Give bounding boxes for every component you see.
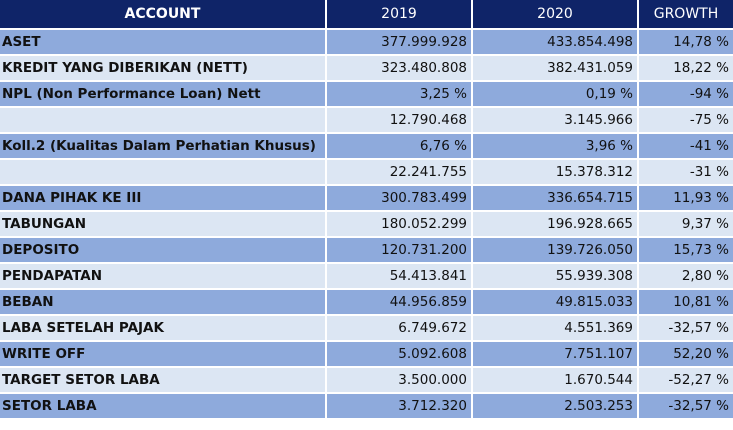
account-cell: Koll.2 (Kualitas Dalam Perhatian Khusus) [0,134,327,160]
table-row: DANA PIHAK KE III 300.783.499 336.654.715 1… [0,186,733,212]
value-2019-cell: 22.241.755 [327,160,473,186]
account-cell: LABA SETELAH PAJAK [0,316,327,342]
value-2020-cell: 1.670.544 [473,368,639,394]
table-row: PENDAPATAN 54.413.841 55.939.308 2,80 % [0,264,733,290]
account-cell: PENDAPATAN [0,264,327,290]
value-2019-cell: 3,25 % [327,82,473,108]
value-2019-cell: 377.999.928 [327,30,473,56]
header-growth: GROWTH [639,0,733,30]
growth-cell: -75 % [639,108,733,134]
value-2020-cell: 49.815.033 [473,290,639,316]
value-2020-cell: 7.751.107 [473,342,639,368]
value-2020-cell: 3,96 % [473,134,639,160]
account-cell [0,108,327,134]
value-2019-cell: 3.712.320 [327,394,473,420]
value-2020-cell: 3.145.966 [473,108,639,134]
growth-cell: -52,27 % [639,368,733,394]
table-row: 12.790.468 3.145.966 -75 % [0,108,733,134]
table-row: KREDIT YANG DIBERIKAN (NETT) 323.480.808 3… [0,56,733,82]
value-2019-cell: 3.500.000 [327,368,473,394]
value-2020-cell: 55.939.308 [473,264,639,290]
value-2020-cell: 0,19 % [473,82,639,108]
value-2019-cell: 323.480.808 [327,56,473,82]
value-2019-cell: 54.413.841 [327,264,473,290]
account-cell: WRITE OFF [0,342,327,368]
value-2019-cell: 120.731.200 [327,238,473,264]
account-cell: NPL (Non Performance Loan) Nett [0,82,327,108]
value-2020-cell: 433.854.498 [473,30,639,56]
table-row: TABUNGAN 180.052.299 196.928.665 9,37 % [0,212,733,238]
table-row: DEPOSITO 120.731.200 139.726.050 15,73 % [0,238,733,264]
account-cell [0,160,327,186]
growth-cell: 52,20 % [639,342,733,368]
growth-cell: 10,81 % [639,290,733,316]
table-row: SETOR LABA 3.712.320 2.503.253 -32,57 % [0,394,733,420]
account-cell: SETOR LABA [0,394,327,420]
table-row: ASET 377.999.928 433.854.498 14,78 % [0,30,733,56]
value-2020-cell: 139.726.050 [473,238,639,264]
value-2020-cell: 196.928.665 [473,212,639,238]
table-row: WRITE OFF 5.092.608 7.751.107 52,20 % [0,342,733,368]
growth-cell: 11,93 % [639,186,733,212]
growth-cell: 14,78 % [639,30,733,56]
value-2019-cell: 12.790.468 [327,108,473,134]
growth-cell: 9,37 % [639,212,733,238]
growth-cell: -41 % [639,134,733,160]
account-cell: DEPOSITO [0,238,327,264]
header-row: ACCOUNT 2019 2020 GROWTH [0,0,733,30]
account-cell: BEBAN [0,290,327,316]
growth-cell: -32,57 % [639,316,733,342]
account-cell: TARGET SETOR LABA [0,368,327,394]
account-cell: DANA PIHAK KE III [0,186,327,212]
table-row: NPL (Non Performance Loan) Nett 3,25 % 0,1… [0,82,733,108]
growth-cell: -31 % [639,160,733,186]
header-2020: 2020 [473,0,639,30]
value-2019-cell: 180.052.299 [327,212,473,238]
financial-table: ACCOUNT 2019 2020 GROWTH ASET 377.999.928… [0,0,733,420]
value-2019-cell: 5.092.608 [327,342,473,368]
growth-cell: 18,22 % [639,56,733,82]
value-2020-cell: 382.431.059 [473,56,639,82]
table-row: 22.241.755 15.378.312 -31 % [0,160,733,186]
value-2020-cell: 15.378.312 [473,160,639,186]
table-body: ASET 377.999.928 433.854.498 14,78 % KREDIT … [0,30,733,420]
header-account: ACCOUNT [0,0,327,30]
growth-cell: -32,57 % [639,394,733,420]
growth-cell: -94 % [639,82,733,108]
table-row: LABA SETELAH PAJAK 6.749.672 4.551.369 -32,… [0,316,733,342]
account-cell: ASET [0,30,327,56]
value-2019-cell: 6.749.672 [327,316,473,342]
value-2020-cell: 336.654.715 [473,186,639,212]
account-cell: KREDIT YANG DIBERIKAN (NETT) [0,56,327,82]
table-row: Koll.2 (Kualitas Dalam Perhatian Khusus)… [0,134,733,160]
value-2019-cell: 6,76 % [327,134,473,160]
growth-cell: 2,80 % [639,264,733,290]
value-2020-cell: 4.551.369 [473,316,639,342]
table-row: BEBAN 44.956.859 49.815.033 10,81 % [0,290,733,316]
value-2019-cell: 44.956.859 [327,290,473,316]
header-2019: 2019 [327,0,473,30]
account-cell: TABUNGAN [0,212,327,238]
value-2019-cell: 300.783.499 [327,186,473,212]
table-row: TARGET SETOR LABA 3.500.000 1.670.544 -52,2… [0,368,733,394]
growth-cell: 15,73 % [639,238,733,264]
value-2020-cell: 2.503.253 [473,394,639,420]
